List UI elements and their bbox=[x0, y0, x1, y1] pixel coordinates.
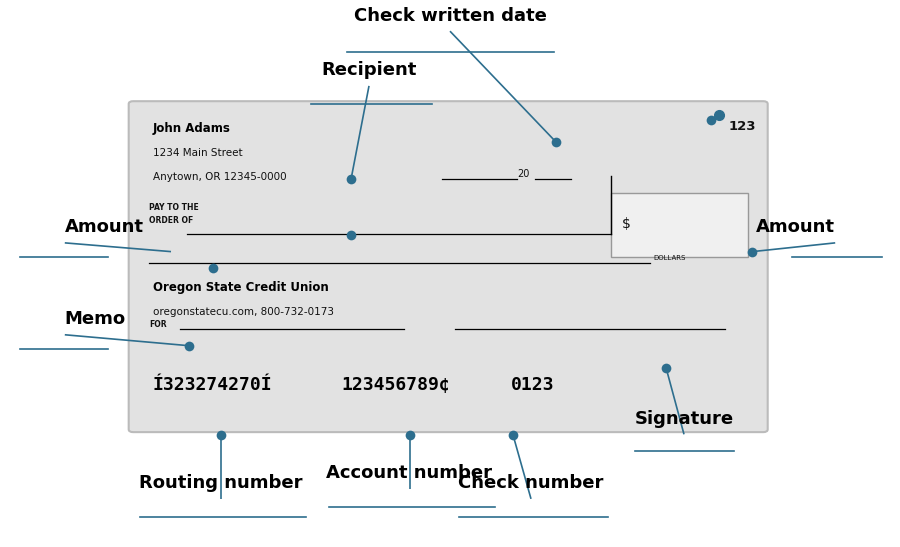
Text: Recipient: Recipient bbox=[321, 61, 417, 79]
Text: Routing number: Routing number bbox=[139, 474, 302, 492]
Text: Signature: Signature bbox=[634, 410, 734, 428]
Text: FOR: FOR bbox=[149, 320, 167, 329]
Text: Memo: Memo bbox=[65, 310, 126, 328]
Text: 123456789¢: 123456789¢ bbox=[341, 376, 450, 394]
Text: Oregon State Credit Union: Oregon State Credit Union bbox=[153, 281, 328, 294]
Text: Amount: Amount bbox=[65, 218, 144, 236]
Text: 123: 123 bbox=[729, 120, 756, 133]
Text: PAY TO THE: PAY TO THE bbox=[149, 203, 199, 212]
Text: $: $ bbox=[622, 217, 630, 231]
Text: 20: 20 bbox=[518, 169, 530, 179]
Text: oregonstatecu.com, 800-732-0173: oregonstatecu.com, 800-732-0173 bbox=[153, 307, 334, 317]
Text: John Adams: John Adams bbox=[153, 122, 231, 135]
Text: Check number: Check number bbox=[458, 474, 604, 492]
Text: 0123: 0123 bbox=[511, 376, 554, 394]
Text: DOLLARS: DOLLARS bbox=[652, 255, 685, 261]
Text: Amount: Amount bbox=[756, 218, 835, 236]
Text: Check written date: Check written date bbox=[354, 7, 546, 25]
Text: Account number: Account number bbox=[327, 464, 492, 482]
Text: Í323274270Í: Í323274270Í bbox=[152, 376, 272, 394]
Text: 1234 Main Street: 1234 Main Street bbox=[153, 148, 243, 158]
FancyBboxPatch shape bbox=[129, 101, 768, 432]
FancyBboxPatch shape bbox=[611, 194, 748, 257]
Text: Anytown, OR 12345-0000: Anytown, OR 12345-0000 bbox=[153, 172, 286, 182]
Text: ORDER OF: ORDER OF bbox=[149, 216, 194, 225]
